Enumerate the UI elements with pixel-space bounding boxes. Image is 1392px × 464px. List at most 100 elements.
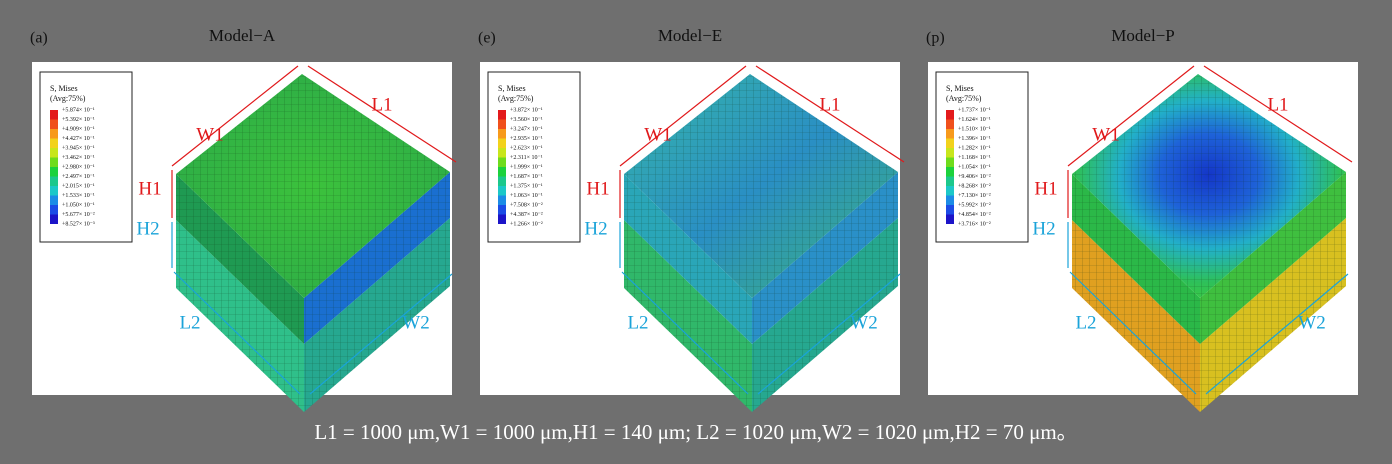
dimension-label: L1	[819, 94, 840, 115]
legend-swatch	[946, 205, 954, 215]
legend-value: +3.872× 10⁻¹	[510, 107, 543, 113]
dimension-arrow	[307, 65, 457, 163]
legend-value: +1.737× 10⁻¹	[958, 107, 991, 113]
legend-value: +3.462× 10⁻¹	[62, 155, 95, 161]
legend-swatch	[946, 157, 954, 167]
dimension-arrow	[309, 273, 453, 395]
legend-value: +2.623× 10⁻¹	[510, 145, 543, 151]
legend: S, Mises(Avg:75%) +1.737× 10⁻¹ +1.624× 10⁻…	[935, 71, 1029, 243]
legend-value: +1.168× 10⁻¹	[958, 155, 991, 161]
dimension-arrow	[1067, 65, 1195, 167]
legend-value: +2.980× 10⁻¹	[62, 164, 95, 170]
legend-title: S, Mises	[946, 84, 974, 93]
mesh-overlay	[176, 74, 450, 412]
legend-swatch	[498, 157, 506, 167]
dimension-label: W2	[850, 312, 877, 333]
dimension-label: H1	[138, 178, 161, 199]
dimension-label: W2	[402, 312, 429, 333]
legend-swatch	[50, 214, 58, 224]
legend-value: +3.247× 10⁻¹	[510, 126, 543, 132]
legend-value: +1.050× 10⁻¹	[62, 202, 95, 208]
legend-value: +3.945× 10⁻¹	[62, 145, 95, 151]
legend-value: +3.716× 10⁻²	[958, 221, 991, 227]
legend-value: +1.624× 10⁻¹	[958, 117, 991, 123]
dimension-label: W2	[1298, 312, 1325, 333]
legend: S, Mises(Avg:75%) +5.874× 10⁻¹ +5.392× 10⁻…	[39, 71, 133, 243]
model-block: S, Mises(Avg:75%) +5.874× 10⁻¹ +5.392× 10⁻…	[39, 65, 457, 412]
dimension-label: L2	[1075, 312, 1096, 333]
mesh-overlay	[624, 74, 898, 412]
dimension-label: W1	[1092, 124, 1119, 145]
legend-value: +5.392× 10⁻¹	[62, 117, 95, 123]
legend-title: S, Mises	[50, 84, 78, 93]
legend: S, Mises(Avg:75%) +3.872× 10⁻¹ +3.560× 10⁻…	[487, 71, 581, 243]
legend-swatch	[50, 205, 58, 215]
legend-value: +2.497× 10⁻¹	[62, 174, 95, 180]
dimension-label: W1	[644, 124, 671, 145]
legend-value: +1.063× 10⁻¹	[510, 193, 543, 199]
legend-title: S, Mises	[498, 84, 526, 93]
dimension-arrow	[755, 65, 905, 163]
legend-value: +1.266× 10⁻²	[510, 221, 543, 227]
legend-value: +4.909× 10⁻¹	[62, 126, 95, 132]
legend-swatch	[498, 186, 506, 196]
dimension-arrow	[757, 273, 901, 395]
panel-label: (a)	[30, 30, 48, 47]
caption: L1 = 1000 μm,W1 = 1000 μm,H1 = 140 μm; L…	[314, 420, 1077, 444]
legend-subtitle: (Avg:75%)	[946, 94, 982, 103]
legend-value: +4.427× 10⁻¹	[62, 136, 95, 142]
legend-value: +7.508× 10⁻²	[510, 202, 543, 208]
dimension-label: H2	[1032, 218, 1055, 239]
legend-value: +3.560× 10⁻¹	[510, 117, 543, 123]
legend-value: +5.992× 10⁻²	[958, 202, 991, 208]
dimension-arrow	[173, 271, 301, 395]
legend-value: +4.854× 10⁻²	[958, 212, 991, 218]
legend-value: +4.387× 10⁻²	[510, 212, 543, 218]
legend-swatch	[498, 138, 506, 148]
dimension-arrow	[1203, 65, 1353, 163]
legend-value: +1.533× 10⁻¹	[62, 193, 95, 199]
legend-value: +1.687× 10⁻¹	[510, 174, 543, 180]
legend-value: +1.282× 10⁻¹	[958, 145, 991, 151]
dimension-label: H2	[584, 218, 607, 239]
legend-swatch	[498, 119, 506, 129]
legend-swatch	[498, 176, 506, 186]
dimension-label: L1	[1267, 94, 1288, 115]
panel-title: Model−E	[658, 26, 722, 45]
legend-value: +7.130× 10⁻²	[958, 193, 991, 199]
legend-value: +8.268× 10⁻²	[958, 183, 991, 189]
legend-value: +9.406× 10⁻²	[958, 174, 991, 180]
legend-swatch	[50, 119, 58, 129]
panel-label: (p)	[926, 30, 945, 47]
legend-swatch	[498, 167, 506, 177]
legend-swatch	[50, 186, 58, 196]
legend-swatch	[946, 148, 954, 158]
legend-swatch	[498, 205, 506, 215]
legend-swatch	[498, 129, 506, 139]
legend-swatch	[946, 110, 954, 120]
legend-subtitle: (Avg:75%)	[50, 94, 86, 103]
dimension-label: L2	[179, 312, 200, 333]
dimension-arrow	[1069, 271, 1197, 395]
legend-value: +1.396× 10⁻¹	[958, 136, 991, 142]
legend-swatch	[946, 176, 954, 186]
dimension-label: H1	[1034, 178, 1057, 199]
legend-value: +2.015× 10⁻¹	[62, 183, 95, 189]
legend-swatch	[946, 186, 954, 196]
legend-swatch	[946, 214, 954, 224]
legend-value: +2.935× 10⁻¹	[510, 136, 543, 142]
legend-swatch	[946, 119, 954, 129]
dimension-arrow	[621, 271, 749, 395]
dimension-label: L2	[627, 312, 648, 333]
legend-value: +5.874× 10⁻¹	[62, 107, 95, 113]
legend-value: +2.311× 10⁻¹	[510, 155, 543, 161]
panel-title: Model−A	[209, 26, 276, 45]
dimension-arrow	[171, 65, 299, 167]
dimension-label: H1	[586, 178, 609, 199]
legend-swatch	[50, 148, 58, 158]
legend-swatch	[946, 195, 954, 205]
dimension-arrow	[619, 65, 747, 167]
legend-swatch	[50, 167, 58, 177]
legend-subtitle: (Avg:75%)	[498, 94, 534, 103]
